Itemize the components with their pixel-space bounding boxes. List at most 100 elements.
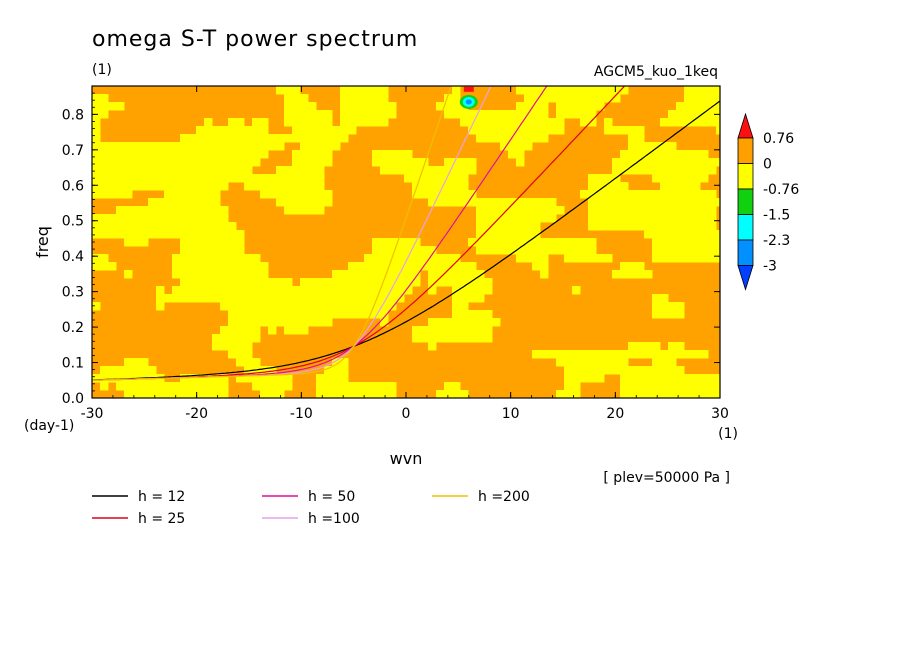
- field-cell-low: [164, 382, 173, 391]
- field-cell-low: [588, 190, 597, 199]
- field-cell-low: [204, 230, 213, 239]
- field-cell-low: [196, 190, 205, 199]
- field-cell-low: [412, 246, 421, 255]
- field-cell-low: [220, 286, 229, 295]
- field-cell-low: [604, 214, 613, 223]
- field-cell-low: [580, 118, 589, 127]
- field-cell-low: [452, 326, 461, 335]
- field-cell-low: [316, 126, 325, 135]
- field-cell-low: [124, 382, 133, 391]
- field-cell-low: [692, 118, 701, 127]
- field-cell-low: [620, 222, 629, 231]
- field-cell-low: [668, 166, 677, 175]
- field-cell-low: [708, 246, 717, 255]
- field-cell-low: [292, 286, 301, 295]
- field-cell-low: [348, 390, 357, 398]
- field-cell-low: [188, 390, 197, 398]
- field-cell-low: [484, 110, 493, 119]
- field-cell-low: [132, 238, 141, 247]
- field-cell-low: [484, 222, 493, 231]
- field-cell-low: [500, 198, 509, 207]
- field-cell-low: [428, 190, 437, 199]
- field-cell-low: [708, 222, 717, 231]
- field-cell-low: [652, 350, 661, 359]
- field-cell-low: [236, 166, 245, 175]
- field-cell-low: [420, 190, 429, 199]
- field-cell-low: [596, 350, 605, 359]
- field-cell-low: [516, 230, 525, 239]
- field-cell-low: [124, 150, 133, 159]
- field-cell-low: [564, 254, 573, 263]
- field-cell-low: [284, 134, 293, 143]
- field-cell-low: [644, 350, 653, 359]
- field-cell-low: [444, 390, 453, 398]
- field-cell-low: [332, 126, 341, 135]
- field-cell-low: [356, 110, 365, 119]
- field-cell-low: [652, 254, 661, 263]
- field-cell-low: [668, 150, 677, 159]
- field-cell-low: [660, 118, 669, 127]
- field-cell-low: [404, 278, 413, 287]
- field-cell-low: [492, 118, 501, 127]
- field-cell-low: [356, 286, 365, 295]
- field-cell-low: [692, 390, 701, 398]
- field-cell-low: [156, 198, 165, 207]
- field-cell-low: [620, 390, 629, 398]
- field-cell-low: [420, 166, 429, 175]
- field-cell-low: [180, 174, 189, 183]
- field-cell-low: [268, 174, 277, 183]
- field-cell-low: [644, 166, 653, 175]
- field-cell-low: [452, 110, 461, 119]
- field-cell-low: [588, 206, 597, 215]
- field-cell-low: [180, 294, 189, 303]
- field-cell-low: [332, 278, 341, 287]
- field-cell-low: [204, 246, 213, 255]
- field-cell-low: [428, 278, 437, 287]
- field-cell-low: [252, 118, 261, 127]
- field-cell-low: [396, 238, 405, 247]
- field-cell-low: [180, 158, 189, 167]
- field-cell-low: [308, 310, 317, 319]
- field-cell-low: [428, 262, 437, 271]
- field-cell-low: [716, 374, 720, 383]
- field-cell-low: [540, 134, 549, 143]
- field-cell-low: [436, 182, 445, 191]
- field-cell-low: [284, 190, 293, 199]
- field-cell-low: [412, 278, 421, 287]
- field-cell-low: [452, 382, 461, 391]
- field-cell-low: [252, 358, 261, 367]
- field-cell-low: [660, 214, 669, 223]
- field-cell-low: [340, 278, 349, 287]
- field-cell-low: [108, 158, 117, 167]
- field-cell-low: [140, 166, 149, 175]
- field-cell-low: [668, 206, 677, 215]
- field-cell-low: [188, 254, 197, 263]
- field-cell-low: [340, 270, 349, 279]
- field-cell-low: [700, 206, 709, 215]
- field-cell-low: [188, 262, 197, 271]
- field-cell-low: [92, 166, 101, 175]
- field-cell-low: [108, 142, 117, 151]
- field-cell-low: [676, 390, 685, 398]
- legend: h = 12 h = 25 h = 50 h =100 h =200: [92, 489, 530, 527]
- y-tick-label: 0.3: [62, 285, 84, 301]
- field-cell-low: [708, 214, 717, 223]
- field-cell-low: [636, 262, 645, 271]
- field-cell-low: [700, 238, 709, 247]
- field-cell-low: [628, 206, 637, 215]
- field-cell-low: [716, 198, 720, 207]
- field-cell-low: [692, 206, 701, 215]
- field-cell-low: [644, 190, 653, 199]
- field-cell-low: [300, 142, 309, 151]
- colorbar-bottom-arrow: [737, 265, 754, 291]
- colorbar-swatch: [737, 239, 754, 266]
- field-cell-low: [332, 382, 341, 391]
- field-cell-low: [156, 230, 165, 239]
- field-cell-low: [700, 254, 709, 263]
- field-cell-low: [604, 358, 613, 367]
- field-cell-low: [684, 230, 693, 239]
- field-cell-low: [100, 94, 109, 103]
- field-cell-low: [644, 222, 653, 231]
- field-cell-low: [300, 182, 309, 191]
- field-cell-low: [148, 390, 157, 398]
